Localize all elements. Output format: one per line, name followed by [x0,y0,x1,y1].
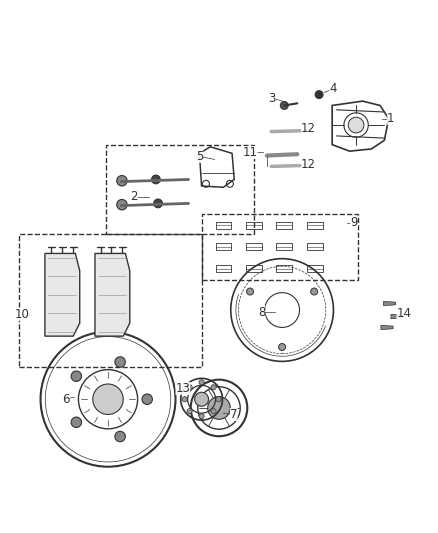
Text: 10: 10 [15,308,30,321]
Circle shape [311,288,318,295]
Polygon shape [381,325,393,329]
Circle shape [194,392,208,406]
Circle shape [182,397,187,402]
Circle shape [71,371,81,382]
Text: 14: 14 [396,307,411,320]
Circle shape [199,379,204,385]
Text: 5: 5 [196,150,203,163]
Text: 8: 8 [258,306,265,319]
Text: 4: 4 [329,83,337,95]
Text: 11: 11 [243,146,258,159]
Circle shape [71,417,81,427]
Circle shape [93,384,123,415]
Circle shape [154,199,162,208]
Text: 7: 7 [230,408,237,421]
Circle shape [348,117,364,133]
Text: 12: 12 [301,158,316,171]
Circle shape [115,357,125,367]
Text: 2: 2 [131,190,138,204]
Polygon shape [95,254,130,336]
Text: 9: 9 [350,216,358,230]
Circle shape [117,199,127,210]
Circle shape [315,91,323,99]
Circle shape [117,175,127,186]
Text: 13: 13 [176,382,191,395]
Circle shape [152,175,160,184]
Circle shape [216,397,221,402]
Circle shape [247,288,254,295]
Text: 6: 6 [62,393,70,406]
Circle shape [199,414,204,419]
Circle shape [115,431,125,442]
Circle shape [211,409,216,414]
Circle shape [187,409,192,414]
Circle shape [187,385,192,390]
Text: 12: 12 [301,122,316,135]
Text: 3: 3 [268,92,276,104]
Polygon shape [391,314,403,319]
Polygon shape [45,254,80,336]
Text: 1: 1 [387,112,395,125]
Circle shape [279,344,286,351]
Polygon shape [384,301,396,305]
Circle shape [142,394,152,405]
Circle shape [211,385,216,390]
Circle shape [208,397,230,419]
Circle shape [280,102,288,109]
